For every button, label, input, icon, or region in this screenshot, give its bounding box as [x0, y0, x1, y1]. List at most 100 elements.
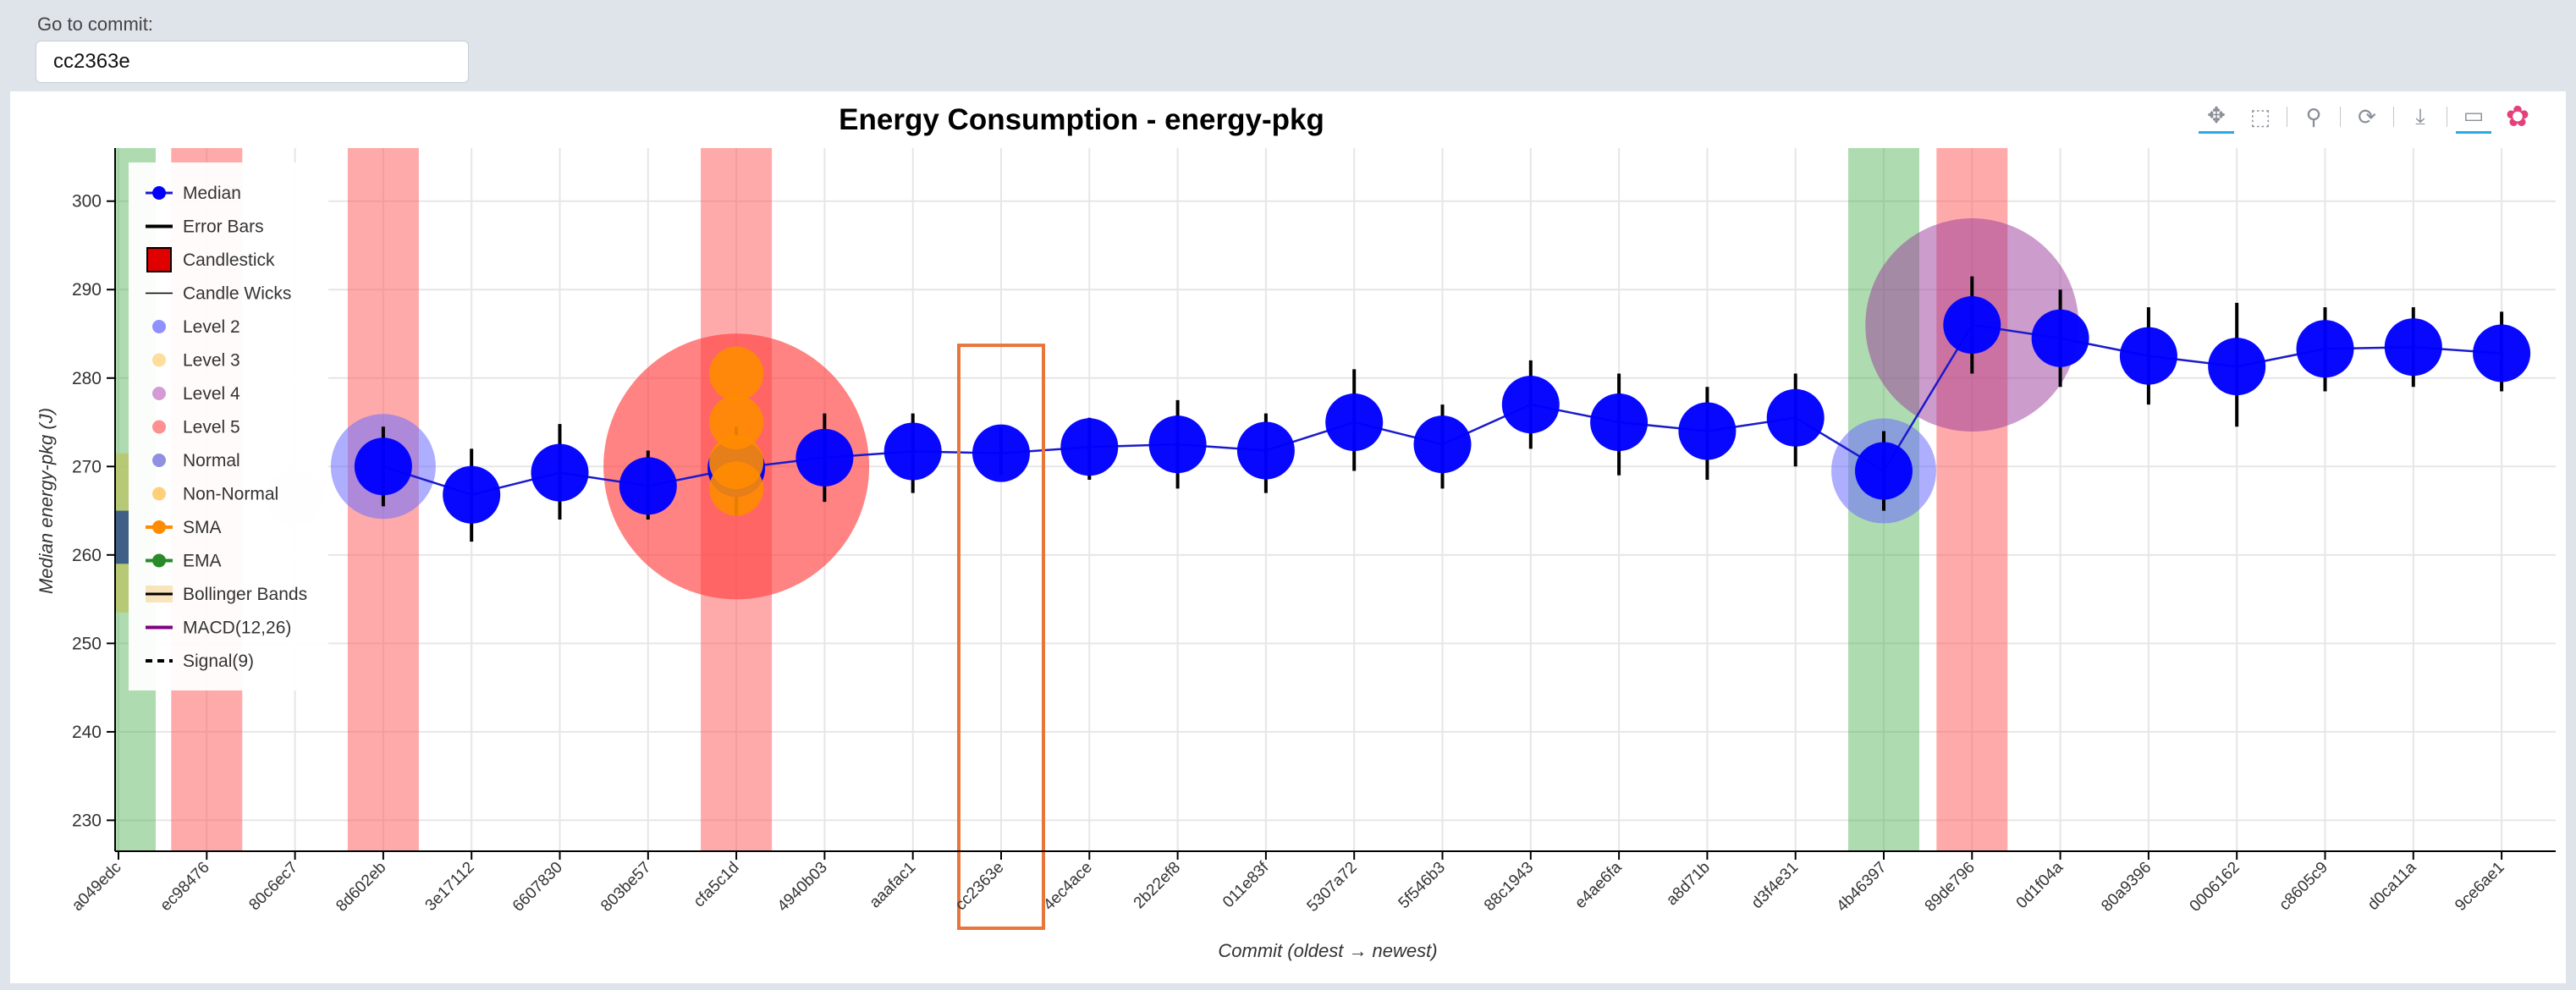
legend-label: Level 4: [183, 384, 240, 404]
legend-item: MACD(12,26): [146, 619, 291, 638]
x-tick-label: aaafac1: [867, 859, 920, 912]
x-tick-label: 5f546b3: [1395, 859, 1449, 912]
box-zoom-tool-icon[interactable]: ⬚: [2249, 103, 2271, 129]
legend-label: MACD(12,26): [183, 619, 291, 638]
legend-item: Bollinger Bands: [146, 585, 307, 604]
legend-item: Error Bars: [146, 217, 264, 237]
legend-item: Level 3: [152, 351, 240, 371]
x-tick-label: 803be57: [597, 859, 654, 916]
x-tick-label: 6607830: [509, 859, 566, 916]
y-tick-label: 270: [72, 457, 102, 476]
median-point: [443, 465, 501, 524]
legend-item: Normal: [152, 451, 240, 470]
x-tick-label: e4ae6fa: [1571, 858, 1626, 912]
y-axis-label: Median energy-pkg (J): [36, 408, 57, 594]
median-point: [1236, 421, 1295, 480]
x-tick-label: d0ca11a: [2364, 858, 2420, 914]
legend-label: Candle Wicks: [183, 284, 291, 304]
legend-item: Level 4: [152, 384, 240, 404]
legend-label: Candlestick: [183, 250, 275, 270]
plot-toolbar: ✥ ⬚ ⚲ ⟳ ⤓ ▭ ✿: [2199, 100, 2535, 134]
x-tick-label: 2b22ef8: [1131, 859, 1184, 912]
candlestick: [115, 510, 129, 564]
median-point: [354, 437, 412, 496]
bokeh-logo-icon[interactable]: ✿: [2505, 101, 2530, 133]
y-tick-label: 230: [72, 811, 102, 830]
plot-area: [115, 148, 2556, 851]
x-tick-label: d3f4e31: [1748, 859, 1802, 912]
legend-label: Median: [183, 184, 241, 203]
median-point: [2473, 324, 2531, 382]
x-tick-label: 80a9396: [2098, 859, 2155, 916]
median-point: [2119, 327, 2177, 385]
legend-item: Non-Normal: [152, 485, 278, 504]
x-tick-label: 0d1f04a: [2013, 858, 2067, 912]
median-point: [1766, 388, 1825, 447]
wheel-zoom-tool-icon[interactable]: ⚲: [2305, 103, 2322, 129]
median-point: [2031, 309, 2089, 367]
legend-median-dot: [152, 186, 166, 200]
y-tick-label: 290: [72, 280, 102, 300]
x-tick-label: 80c6ec7: [245, 859, 301, 915]
median-point: [883, 422, 942, 481]
toolbar-separator: [2340, 107, 2341, 127]
median-point: [2208, 338, 2266, 396]
legend-item: Level 5: [152, 418, 240, 437]
median-point: [1413, 415, 1472, 474]
legend-line-dot: [152, 553, 166, 568]
sma-point: [709, 395, 764, 450]
legend-label: Level 5: [183, 418, 240, 437]
median-point: [1678, 402, 1737, 460]
save-tool-icon[interactable]: ⤓: [2415, 103, 2425, 129]
y-tick-label: 250: [72, 634, 102, 653]
x-tick-label: 9ce6ae1: [2452, 859, 2507, 915]
x-tick-label: cfa5c1d: [691, 859, 743, 911]
legend-line-dot: [152, 520, 166, 534]
goto-commit-input[interactable]: [36, 41, 469, 83]
sma-point: [709, 346, 764, 401]
legend-item: Signal(9): [146, 652, 254, 671]
chart-title: Energy Consumption - energy-pkg: [839, 103, 1324, 136]
y-tick-label: 280: [72, 369, 102, 388]
pan-tool-icon[interactable]: ✥: [2199, 100, 2234, 134]
legend-item: Candlestick: [146, 247, 275, 272]
toolbar-separator: [2393, 107, 2394, 127]
x-tick-label: ec98476: [157, 859, 212, 915]
energy-chart[interactable]: 230 240 250 260 270 280 290 300 a049edc ec98476 80…: [10, 91, 2566, 983]
legend-item: EMA: [146, 552, 222, 571]
y-tick-label: 300: [72, 192, 102, 212]
legend-dot: [152, 420, 166, 434]
legend-item: SMA: [146, 518, 222, 537]
legend-item: Median: [146, 184, 241, 203]
reset-tool-icon[interactable]: ⟳: [2358, 103, 2376, 129]
x-tick-label: c8605c9: [2276, 859, 2331, 915]
legend-item: Level 2: [152, 317, 240, 337]
legend-dot: [152, 320, 166, 333]
x-tick-label: 8d602eb: [333, 859, 389, 916]
x-tick-label: a049edc: [69, 859, 124, 915]
x-tick-label: 88c1943: [1481, 859, 1537, 915]
median-point: [1325, 393, 1384, 452]
legend-label: Level 3: [183, 351, 240, 371]
legend-label: Level 2: [183, 317, 240, 337]
median-point: [2384, 318, 2442, 377]
legend: Median Error Bars Candlestick Candle Wicks L…: [129, 162, 328, 690]
x-tick-label: 89de796: [1922, 859, 1979, 916]
legend-dot: [152, 353, 166, 367]
legend-label: Non-Normal: [183, 485, 278, 504]
legend-label: SMA: [183, 518, 222, 537]
median-point: [1855, 442, 1913, 500]
x-tick-label: a8d71b: [1663, 859, 1714, 910]
x-tick-label: 4ec4ace: [1040, 859, 1096, 915]
x-tick-label: 4940b03: [774, 859, 831, 916]
hover-tool-icon[interactable]: ▭: [2456, 100, 2491, 134]
y-tick-label: 260: [72, 546, 102, 565]
x-tick-label: 011e83f: [1219, 858, 1273, 911]
median-point: [531, 443, 589, 502]
legend-item: Candle Wicks: [146, 284, 291, 304]
goto-commit-label: Go to commit:: [37, 14, 153, 35]
median-point: [1590, 393, 1649, 452]
median-point: [972, 424, 1030, 482]
legend-label: Error Bars: [183, 217, 264, 237]
legend-candle-box: [146, 247, 172, 272]
